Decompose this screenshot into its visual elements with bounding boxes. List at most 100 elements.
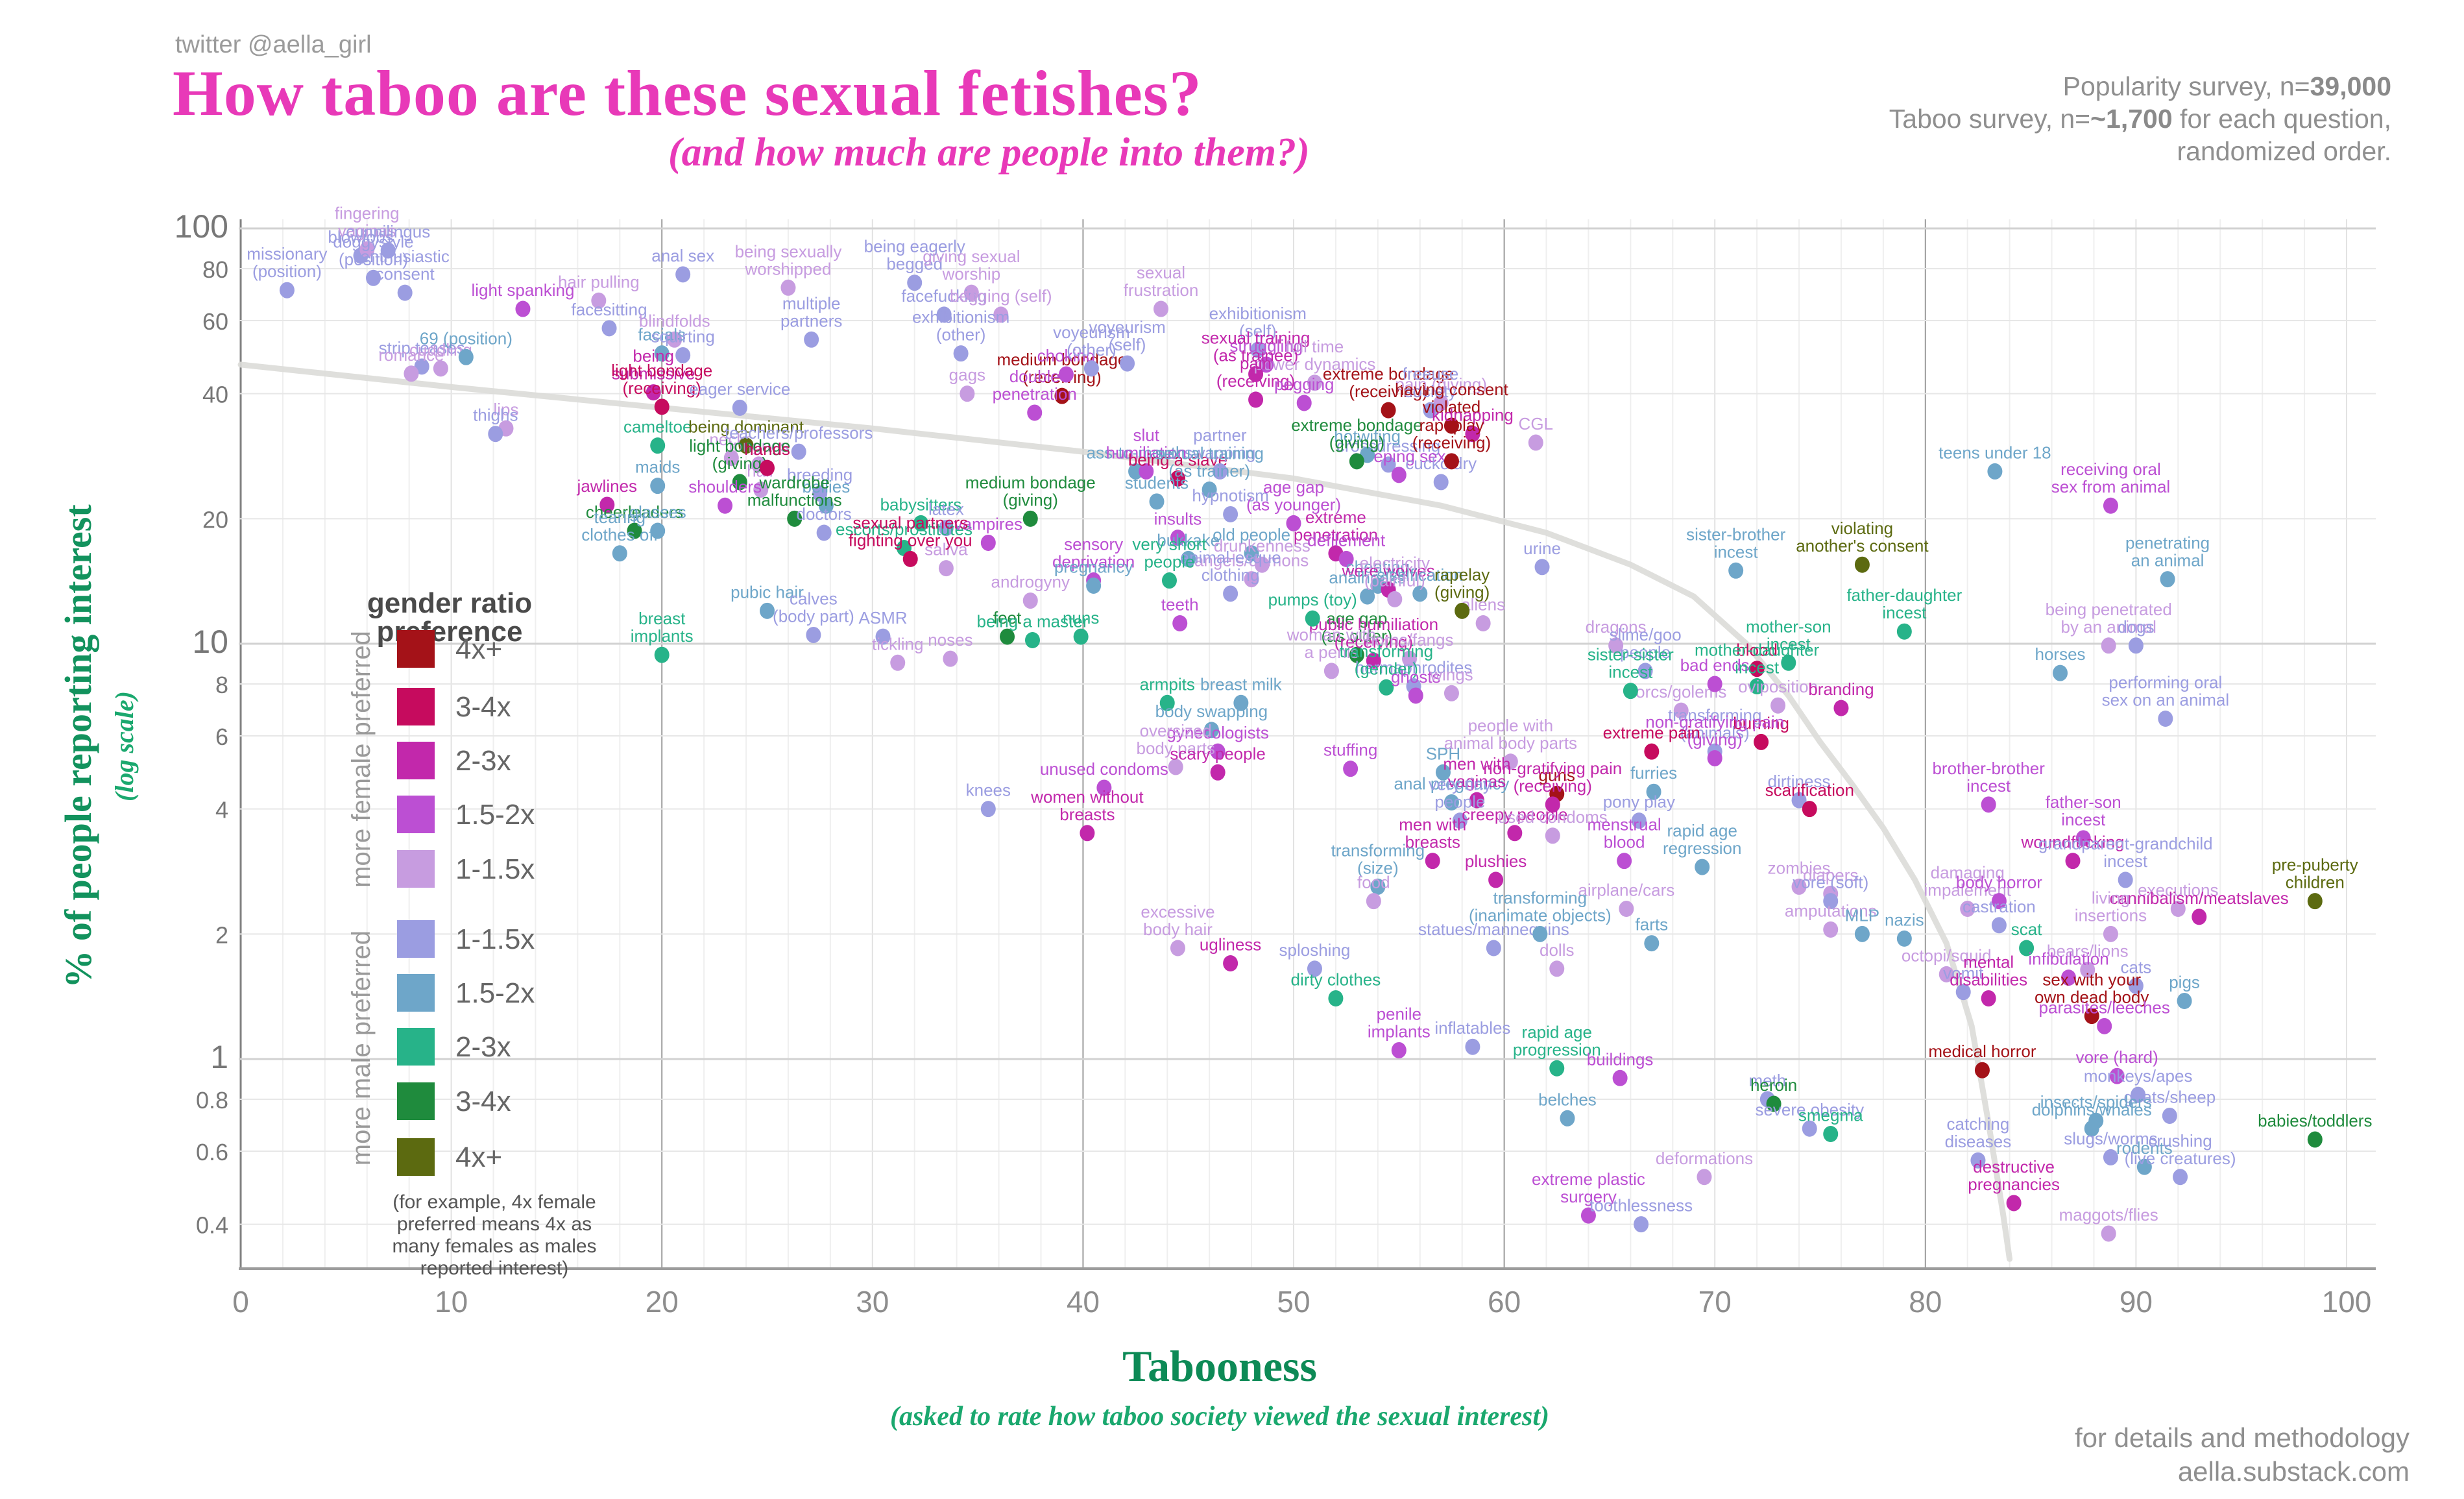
point-label: diapers xyxy=(1803,865,1858,884)
point-label: (other) xyxy=(1067,340,1117,360)
data-points: missionary(position)blowjobsfingeringvag… xyxy=(247,203,2372,1242)
point-label: catching xyxy=(1947,1114,2010,1134)
data-point-group: plushies xyxy=(1465,851,1527,888)
point-label: latex xyxy=(928,500,964,519)
y-tick-label: 100 xyxy=(175,208,228,245)
point-label: belches xyxy=(1538,1090,1597,1109)
point-label: blood xyxy=(1604,833,1645,852)
point-label: breast xyxy=(638,609,686,628)
point-label: wardrobe xyxy=(758,472,829,492)
point-label: (size) xyxy=(1357,858,1399,877)
point-label: furries xyxy=(1630,763,1677,783)
point-label: being a master xyxy=(977,611,1089,631)
point-label: oversized xyxy=(1140,721,1212,740)
x-tick-label: 90 xyxy=(2120,1285,2153,1319)
point-label: full time xyxy=(1286,337,1344,356)
point-label: doggystyle xyxy=(333,232,413,251)
data-point-group: bears/lions xyxy=(2047,941,2129,978)
point-label: violated xyxy=(1423,397,1481,417)
legend-footnote-line2: preferred means 4x as xyxy=(397,1213,592,1235)
point-label: bellies xyxy=(803,477,851,496)
point-label: light bondage xyxy=(611,361,712,380)
legend-label-f15: 1.5-2x xyxy=(455,799,535,831)
survey-note-line3: randomized order. xyxy=(2177,136,2391,166)
data-point xyxy=(2118,871,2133,888)
data-point-group: insects/spiders xyxy=(2040,1092,2152,1129)
data-point xyxy=(1528,434,1543,451)
legend-label-m2: 2-3x xyxy=(455,1031,511,1063)
data-point-group: dragons xyxy=(1586,617,1647,654)
data-point xyxy=(1854,925,1870,942)
data-point xyxy=(980,534,996,551)
point-label: parasites/leeches xyxy=(2039,997,2170,1017)
point-label: (animals) xyxy=(1680,723,1750,742)
data-point xyxy=(1970,1152,1986,1169)
data-point xyxy=(1153,300,1169,317)
data-point xyxy=(1960,900,1975,917)
point-label: hands xyxy=(744,439,790,459)
data-point-group: vore (hard) xyxy=(2076,1047,2158,1084)
data-point xyxy=(1766,1095,1782,1112)
data-point xyxy=(732,399,747,416)
point-label: armpits xyxy=(1140,674,1195,694)
data-point-group: ugliness xyxy=(1200,935,1261,972)
data-point xyxy=(1697,1169,1712,1186)
point-label: being penetrated xyxy=(2046,600,2172,619)
point-label: enthusiastic xyxy=(361,247,450,266)
data-point xyxy=(780,279,796,296)
data-point-group: blindfolds xyxy=(639,311,710,348)
point-label: having consent xyxy=(1395,380,1509,399)
point-label: sploshing xyxy=(1279,940,1351,960)
data-point xyxy=(1532,925,1548,942)
data-point xyxy=(2162,1107,2177,1124)
point-label: partner xyxy=(1193,425,1247,445)
point-label: mental xyxy=(1963,952,2014,971)
point-label: light spanking xyxy=(471,280,574,300)
data-point xyxy=(1170,530,1185,546)
point-label: partners xyxy=(780,311,842,330)
data-point-group: light spanking xyxy=(471,280,574,317)
point-label: pony play xyxy=(1603,792,1675,812)
data-point xyxy=(753,481,769,498)
point-label: consent xyxy=(376,264,435,284)
point-label: (position) xyxy=(252,262,322,281)
data-point xyxy=(1991,893,2007,910)
data-point xyxy=(1896,930,1912,947)
x-tick-label: 10 xyxy=(435,1285,468,1319)
data-point xyxy=(1149,493,1165,510)
point-label: incest xyxy=(1966,776,2011,796)
point-label: sexual training xyxy=(1155,444,1264,463)
data-point xyxy=(2053,664,2068,681)
point-label: (body part) xyxy=(773,606,854,626)
data-point-group: light bondage(giving) xyxy=(689,436,790,491)
point-label: maids xyxy=(635,457,680,477)
point-label: vampires xyxy=(954,514,1022,533)
point-label: living xyxy=(2092,888,2130,907)
legend-label-m4: 4x+ xyxy=(455,1141,502,1173)
data-point-group: extreme bondage(giving) xyxy=(1291,415,1423,470)
data-point xyxy=(1233,694,1249,711)
data-point xyxy=(760,602,775,619)
data-point-group: hands xyxy=(744,439,790,476)
y-tick-label: 0.6 xyxy=(196,1139,228,1165)
data-point-group: androgyny xyxy=(991,572,1070,609)
point-label: farts xyxy=(1636,915,1669,934)
data-point xyxy=(612,545,627,562)
data-point-group: breast milk xyxy=(1200,674,1283,711)
point-label: dirty clothes xyxy=(1291,969,1381,989)
data-point xyxy=(675,347,691,363)
data-point xyxy=(1955,984,1971,1001)
legend-label-f1: 1-1.5x xyxy=(455,853,535,885)
point-label: cheerleaders xyxy=(586,502,683,522)
data-point xyxy=(1507,825,1523,842)
data-point-group: gags xyxy=(949,365,985,402)
point-label: horns/fangs xyxy=(1366,630,1454,650)
point-label: romance xyxy=(378,345,444,365)
data-point-group: anal sex xyxy=(651,246,714,283)
data-point xyxy=(397,284,413,301)
data-point-group: crossdressing xyxy=(1336,436,1440,473)
point-label: electricity xyxy=(1360,553,1430,572)
